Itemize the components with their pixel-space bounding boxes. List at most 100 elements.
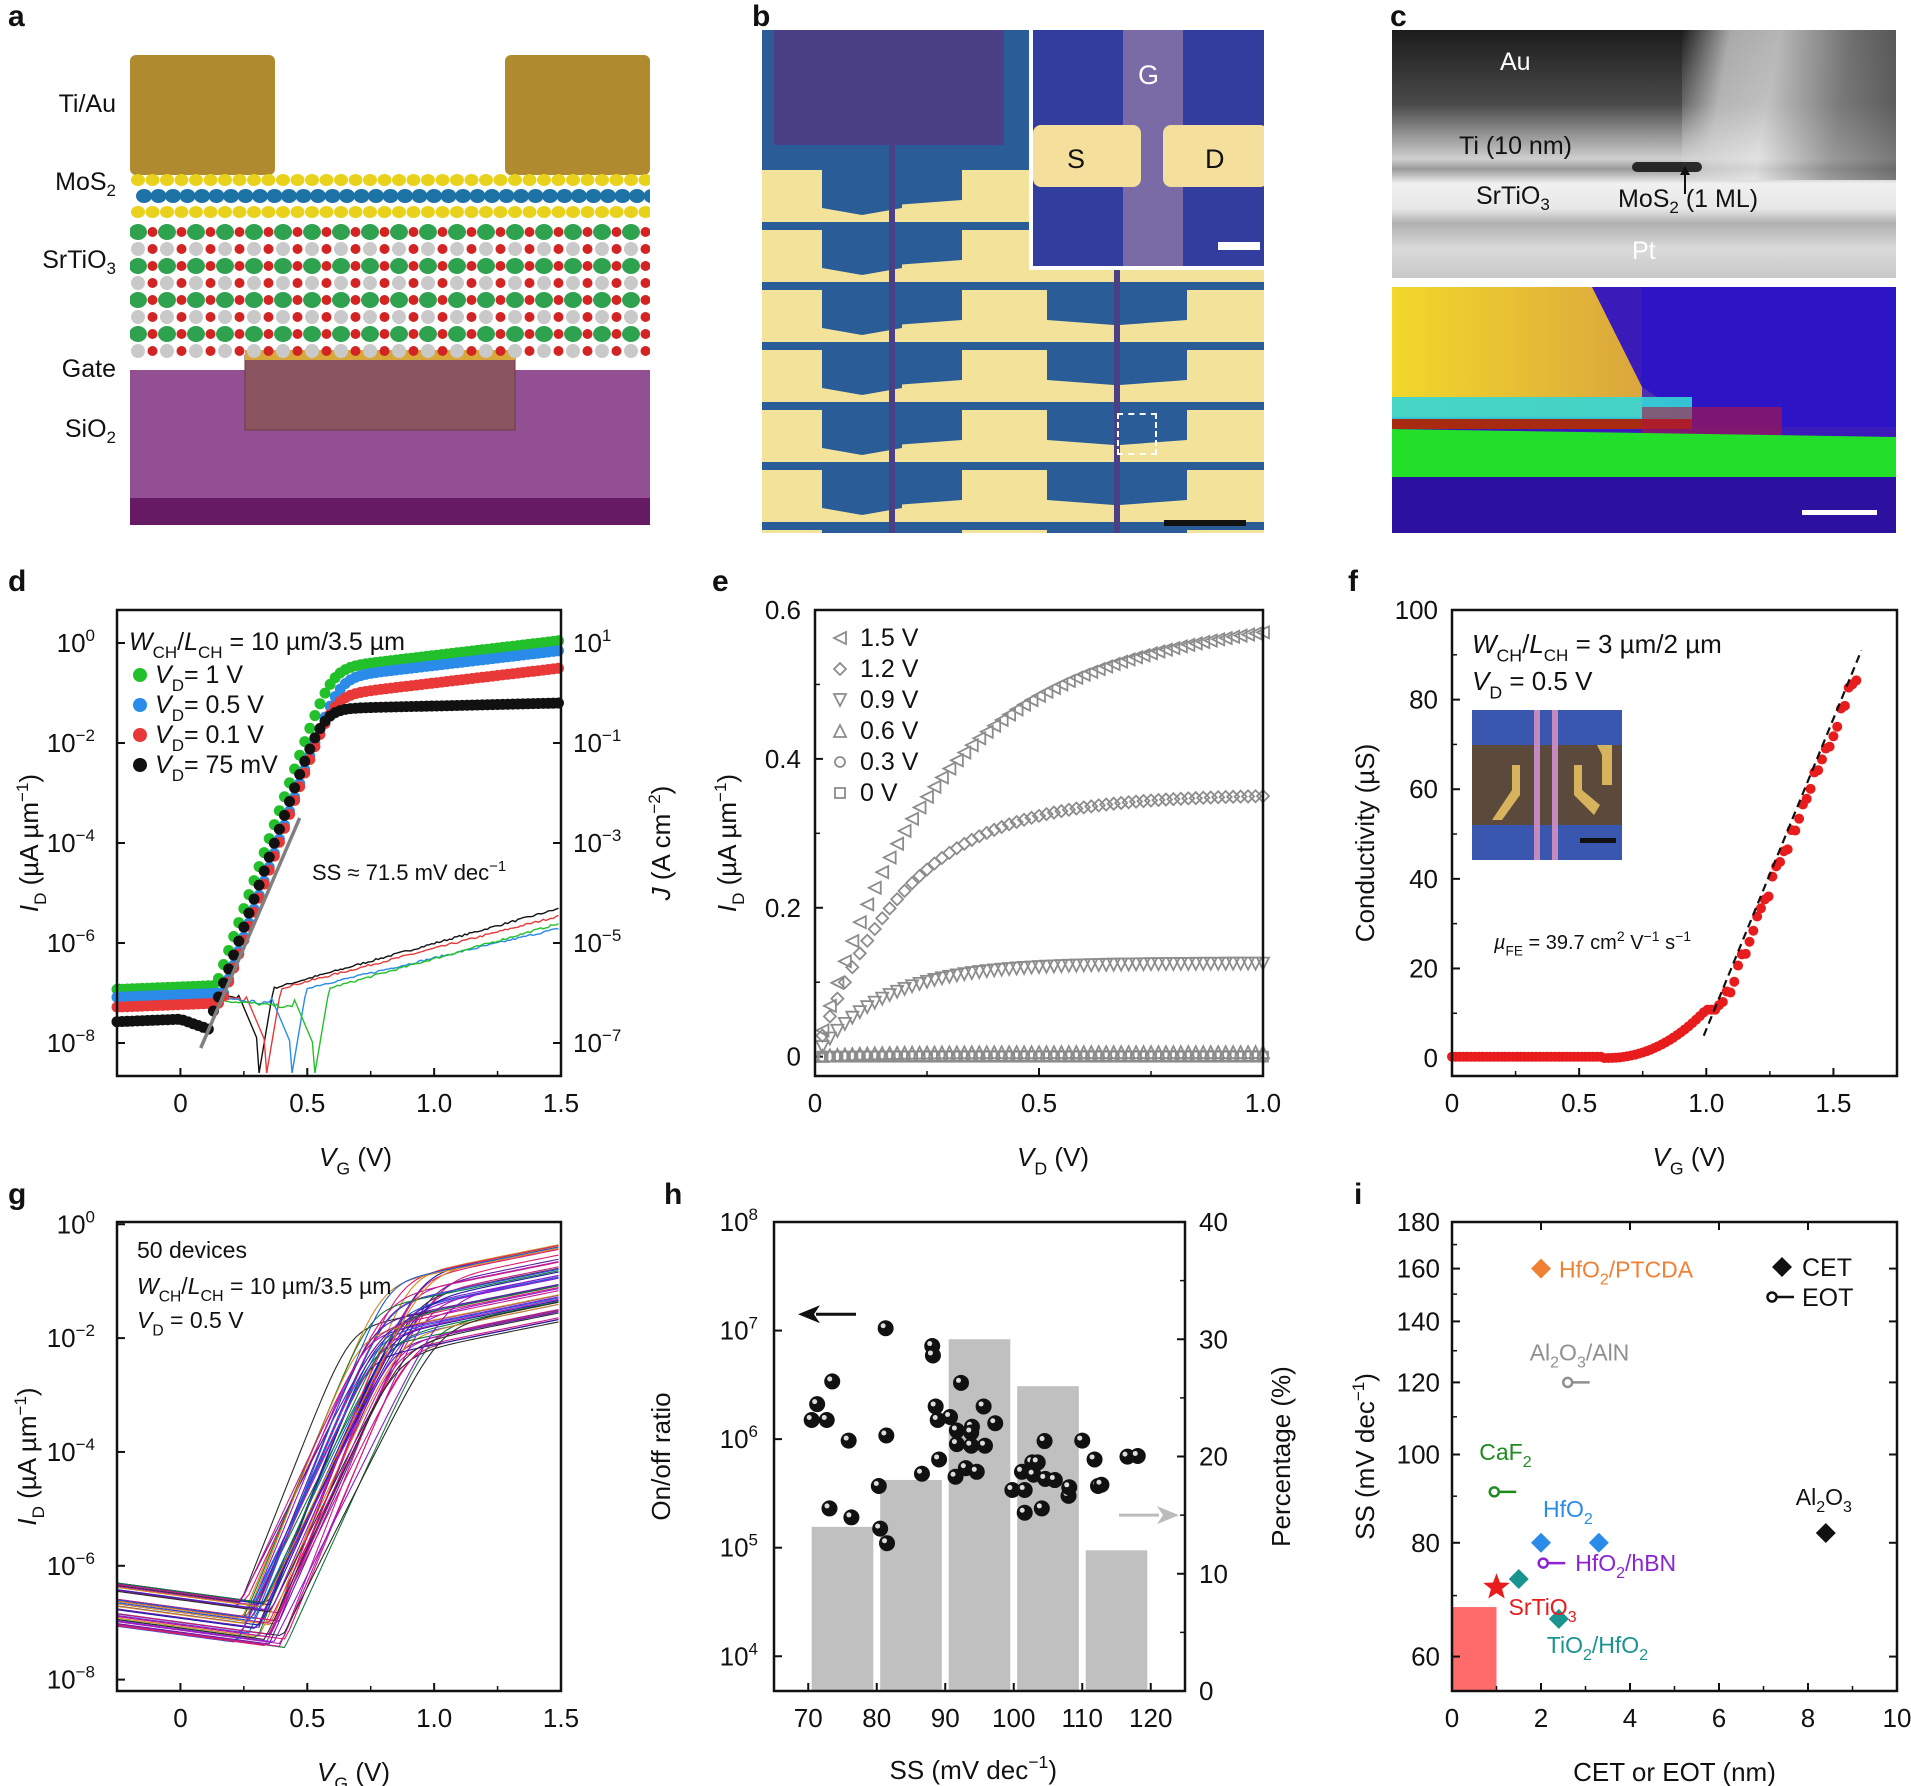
sulfur-atom — [247, 206, 261, 218]
o-atom — [379, 346, 390, 356]
data-point-e — [1009, 814, 1024, 830]
mos2-arrow-icon — [1680, 166, 1690, 194]
data-point-h — [878, 1427, 895, 1444]
sr-atom — [274, 326, 292, 342]
o-atom — [524, 244, 535, 254]
mo-atom — [498, 189, 515, 203]
sulfur-atom — [189, 174, 203, 186]
data-point-d — [273, 823, 285, 835]
ti-atom — [508, 242, 522, 256]
legend-label: VD= 0.1 V — [155, 721, 264, 755]
sulfur-atom — [305, 174, 319, 186]
y-tick-label: 10−2 — [47, 726, 95, 758]
o-atom — [437, 227, 448, 237]
histogram-bar — [1017, 1386, 1079, 1691]
data-point-e — [963, 737, 979, 753]
x-tick-label: 0.5 — [1021, 1088, 1057, 1118]
data-point-e — [851, 914, 867, 930]
device-curve — [116, 1274, 559, 1642]
data-point-h — [987, 1415, 1004, 1432]
data-point-e — [1092, 1050, 1105, 1063]
data-point-highlight — [1064, 1482, 1070, 1488]
left-axis-arrowhead-icon — [798, 1305, 820, 1324]
row-gap — [762, 282, 1264, 290]
ti-atom — [334, 276, 348, 290]
y-tick-label: 60 — [1409, 774, 1438, 804]
o-atom — [582, 261, 593, 271]
mo-atom — [223, 189, 239, 203]
o-atom — [640, 346, 650, 356]
finger-right — [895, 470, 962, 505]
data-point-d — [552, 635, 564, 647]
data-point-e — [1010, 1050, 1023, 1063]
data-point-e — [1025, 1050, 1038, 1063]
sr-atom — [477, 258, 495, 274]
mo-atom — [455, 189, 471, 203]
panel-label-d: d — [8, 565, 27, 598]
sr-atom — [187, 292, 205, 308]
data-point-d — [552, 645, 564, 657]
data-point-e — [1001, 817, 1017, 832]
data-point-e — [948, 752, 964, 768]
mo-atom — [281, 189, 297, 203]
y-axis-label-text: ID (µA µm−1) — [711, 774, 748, 912]
data-point-e — [1218, 956, 1234, 972]
gate-electrode — [244, 354, 516, 431]
sulfur-atom — [363, 174, 377, 186]
data-point-e — [1151, 957, 1166, 973]
data-point-h — [1074, 1432, 1091, 1449]
data-point-e — [1031, 960, 1047, 976]
sulfur-atom — [638, 174, 650, 186]
data-point-e — [1107, 1050, 1120, 1063]
mo-atom — [542, 189, 558, 203]
data-point-e — [830, 991, 845, 1006]
data-point-d — [238, 921, 250, 933]
ti-atom — [508, 344, 522, 358]
data-point-e — [1174, 1050, 1187, 1063]
sulfur-atom — [537, 174, 551, 186]
inset-gate-line — [1552, 710, 1558, 860]
o-atom — [321, 295, 332, 305]
finger-right — [1120, 350, 1187, 385]
o-atom — [263, 312, 274, 322]
data-point-e — [1240, 789, 1256, 804]
sulfur-atom — [464, 174, 479, 186]
data-point-f — [1832, 721, 1843, 732]
x-tick-label: 110 — [1062, 1703, 1103, 1733]
device-curve — [116, 1286, 559, 1622]
data-point-e — [1030, 688, 1046, 704]
o-atom — [466, 295, 477, 305]
ti-atom — [363, 242, 377, 256]
legend-label: VD= 0.5 V — [155, 691, 264, 725]
o-atom — [611, 346, 622, 356]
finger-left — [1047, 470, 1114, 505]
y-axis-label: On/off ratio — [646, 1392, 676, 1520]
ti-atom — [624, 242, 638, 256]
tem-label-au: Au — [1500, 48, 1531, 76]
data-point-e — [1031, 808, 1047, 824]
o-atom — [292, 261, 303, 271]
o-atom — [350, 295, 361, 305]
row-gap — [762, 162, 1264, 170]
data-point-d — [309, 710, 321, 722]
sr-atom — [622, 326, 640, 342]
sulfur-atom — [580, 206, 595, 218]
inset-electrode — [1492, 765, 1520, 820]
data-point-e — [994, 819, 1009, 835]
data-point-h — [870, 1478, 887, 1495]
data-point-e — [896, 823, 912, 839]
device-curve — [116, 1308, 559, 1635]
y-tick-label: 10−8 — [47, 1026, 95, 1058]
o-atom — [379, 312, 390, 322]
data-point-e — [973, 1050, 986, 1063]
data-point-e — [1248, 788, 1263, 804]
o-atom — [553, 278, 564, 288]
panel-label-f: f — [1348, 565, 1358, 598]
data-point-e — [988, 1050, 1001, 1063]
inset-electrode — [1597, 745, 1612, 785]
ti-atom — [160, 344, 174, 358]
o-atom — [611, 329, 622, 339]
mo-atom — [353, 189, 370, 203]
o-atom — [553, 346, 564, 356]
data-point-f — [1782, 844, 1793, 855]
